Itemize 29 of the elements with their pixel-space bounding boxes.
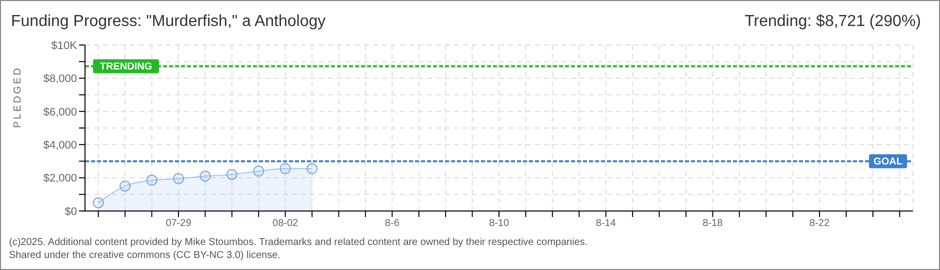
point: [146, 174, 158, 186]
text: Shared under the creative commons (CC BY-NC 3.0) license.: [9, 250, 280, 261]
y-axis-title: PLEDGED: [12, 66, 24, 128]
x-tick-label: 8-18: [702, 218, 724, 230]
y-tick-label: $2,000: [43, 172, 77, 185]
x-tick-label: 8-10: [488, 218, 510, 230]
point: [226, 168, 238, 180]
x-tick-label: 08-02: [272, 218, 299, 230]
point: [172, 173, 184, 184]
x-tick-label: 8-14: [596, 218, 616, 230]
y-tick-label: $10K: [51, 40, 78, 52]
chart-title: Funding Progress: "Murderfish," a Anthology: [11, 13, 326, 31]
x-tick-label: 8-22: [810, 218, 830, 230]
text: (c)2025. Additional content provided by Mike Stoumbos. Trademarks and related content are owned by their respective companies.: [9, 237, 588, 248]
text: Trending: $8,721 (290%): [744, 13, 921, 31]
point: [120, 180, 131, 192]
y-tick-label: $0: [64, 206, 77, 218]
point: [200, 170, 211, 182]
point: [92, 197, 104, 208]
point: [253, 166, 264, 177]
x-tick-label: 07-29: [166, 218, 192, 230]
y-tick-label: $8,000: [43, 73, 77, 86]
y-tick-label: $6,000: [43, 106, 77, 118]
x-tick-label: 8-6: [384, 218, 400, 230]
point: [306, 163, 318, 174]
ref-line-label: GOAL: [874, 156, 902, 168]
y-tick-label: $4,000: [43, 140, 77, 152]
point: [280, 163, 291, 174]
ref-line-label: TRENDING: [100, 62, 152, 73]
